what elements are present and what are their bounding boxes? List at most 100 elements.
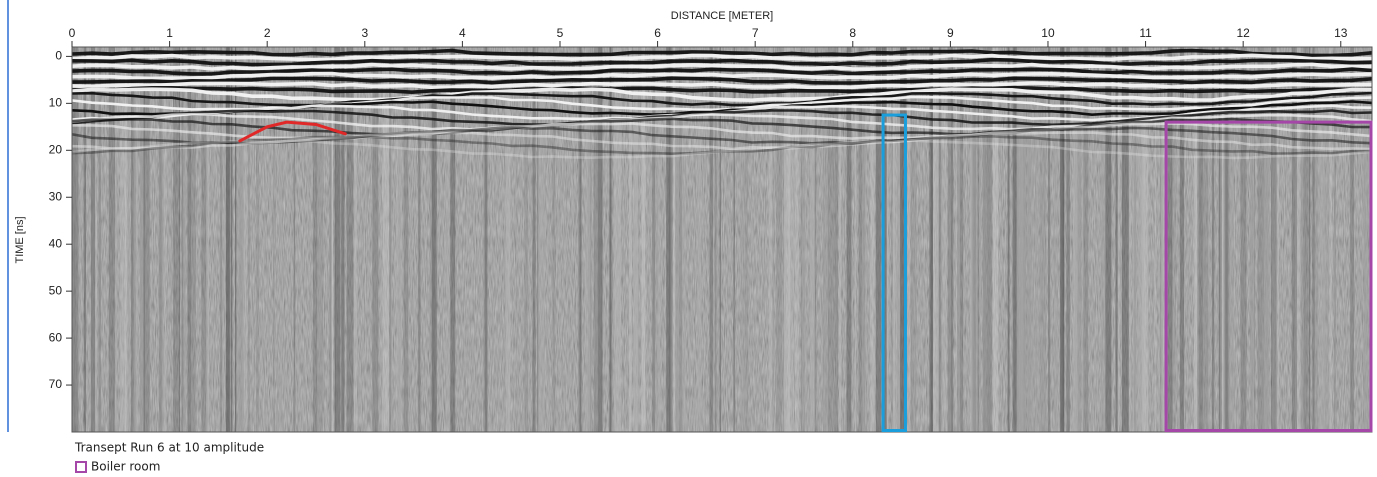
streak bbox=[1121, 47, 1129, 432]
streak bbox=[227, 47, 230, 432]
y-tick-label: 20 bbox=[49, 142, 63, 156]
streak bbox=[985, 47, 991, 432]
streak bbox=[801, 47, 807, 432]
streak bbox=[828, 47, 835, 432]
streak bbox=[372, 47, 379, 432]
streak bbox=[809, 47, 815, 432]
streak bbox=[220, 47, 226, 432]
streak bbox=[532, 47, 536, 432]
streak bbox=[1020, 47, 1027, 432]
streak bbox=[595, 47, 602, 432]
streak bbox=[585, 47, 590, 432]
streak bbox=[633, 47, 639, 432]
streak bbox=[1240, 47, 1247, 432]
streak bbox=[256, 47, 259, 432]
streak bbox=[652, 47, 655, 432]
streak bbox=[1218, 47, 1223, 432]
streak bbox=[1207, 47, 1211, 432]
streak bbox=[593, 47, 600, 432]
streak bbox=[585, 47, 588, 432]
x-tick-label: 3 bbox=[361, 26, 368, 40]
streak bbox=[206, 47, 209, 432]
streak bbox=[1311, 47, 1314, 432]
streak bbox=[912, 47, 917, 432]
streak bbox=[187, 47, 191, 432]
streak bbox=[335, 47, 341, 432]
streak bbox=[73, 47, 76, 432]
reflection-band bbox=[72, 67, 1372, 76]
streak bbox=[1293, 47, 1297, 432]
streak bbox=[524, 47, 528, 432]
streak bbox=[1013, 47, 1020, 432]
reflection-band bbox=[72, 134, 1372, 156]
streak bbox=[1197, 47, 1203, 432]
streak bbox=[229, 47, 233, 432]
streak bbox=[1300, 47, 1306, 432]
reflection-band bbox=[72, 71, 1372, 81]
streak bbox=[1048, 47, 1050, 432]
streak bbox=[1039, 47, 1047, 432]
streak bbox=[652, 47, 659, 432]
streak bbox=[1061, 47, 1065, 432]
streak bbox=[652, 47, 656, 432]
streak bbox=[130, 47, 136, 432]
streak bbox=[907, 47, 911, 432]
streak bbox=[1027, 47, 1031, 432]
x-tick-label: 0 bbox=[69, 26, 76, 40]
streak bbox=[673, 47, 680, 432]
streak bbox=[1211, 47, 1214, 432]
x-tick-label: 6 bbox=[654, 26, 661, 40]
streak bbox=[1313, 47, 1318, 432]
reflection-band bbox=[72, 112, 1372, 131]
streak bbox=[1202, 47, 1204, 432]
streak bbox=[1059, 47, 1065, 432]
streak bbox=[273, 47, 275, 432]
streak bbox=[629, 47, 632, 432]
streak bbox=[1081, 47, 1084, 432]
streak bbox=[972, 47, 980, 432]
streak bbox=[1141, 47, 1146, 432]
streak bbox=[1276, 47, 1278, 432]
streak bbox=[127, 47, 130, 432]
streak bbox=[1074, 47, 1082, 432]
y-axis-title: TIME [ns] bbox=[14, 216, 26, 263]
streak bbox=[669, 47, 672, 432]
streak bbox=[72, 47, 79, 432]
streak bbox=[776, 47, 783, 432]
streak bbox=[552, 47, 556, 432]
streak bbox=[1016, 47, 1020, 432]
reflection-band bbox=[72, 76, 1372, 85]
streak bbox=[143, 47, 145, 432]
reflection-band bbox=[72, 53, 1372, 62]
streak bbox=[947, 47, 953, 432]
streak bbox=[633, 47, 639, 432]
streak bbox=[450, 47, 456, 432]
streak bbox=[431, 47, 437, 432]
x-tick-label: 13 bbox=[1334, 26, 1348, 40]
streak bbox=[353, 47, 358, 432]
streak bbox=[241, 47, 248, 432]
streak bbox=[418, 47, 421, 432]
streak bbox=[1027, 47, 1032, 432]
streak bbox=[958, 47, 960, 432]
streak bbox=[1212, 47, 1215, 432]
streak bbox=[182, 47, 186, 432]
reflection-band bbox=[72, 81, 1372, 90]
streak bbox=[983, 47, 986, 432]
streak bbox=[329, 47, 332, 432]
streak bbox=[666, 47, 671, 432]
streak bbox=[894, 47, 901, 432]
streak bbox=[279, 47, 283, 432]
reflection-band bbox=[72, 109, 1372, 127]
streak bbox=[875, 47, 882, 432]
streak bbox=[992, 47, 999, 432]
streak bbox=[744, 47, 749, 432]
streak bbox=[1073, 47, 1081, 432]
streak bbox=[1271, 47, 1277, 432]
streak bbox=[1363, 47, 1366, 432]
streak bbox=[98, 47, 101, 432]
x-tick-label: 10 bbox=[1041, 26, 1055, 40]
streak bbox=[1016, 47, 1021, 432]
streak bbox=[740, 47, 746, 432]
